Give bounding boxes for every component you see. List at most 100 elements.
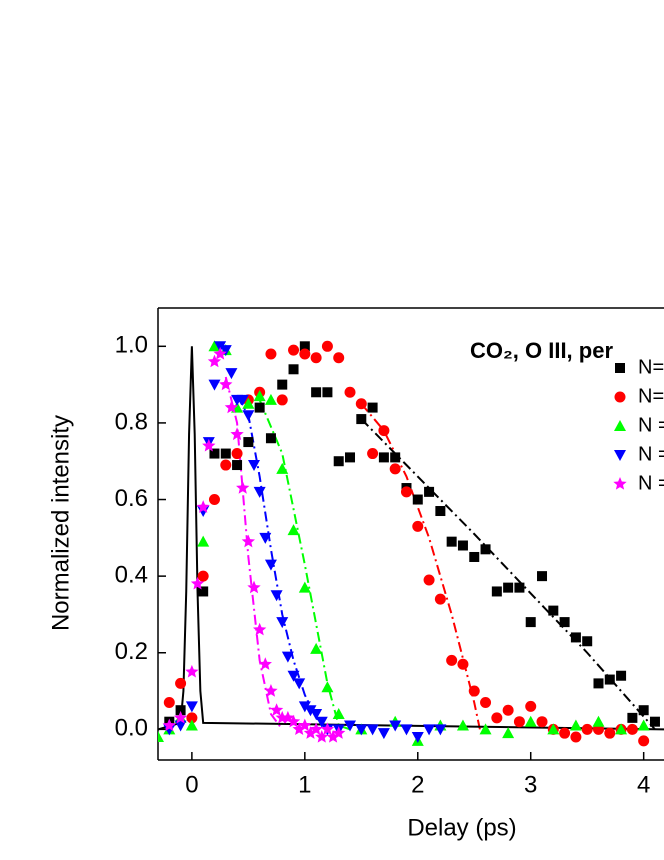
marker xyxy=(378,452,389,463)
marker xyxy=(230,427,244,441)
marker xyxy=(604,674,615,685)
marker xyxy=(332,708,345,720)
marker xyxy=(281,651,294,663)
marker xyxy=(269,703,284,716)
marker xyxy=(292,722,306,736)
marker xyxy=(242,410,255,422)
marker xyxy=(270,590,283,602)
fit-line xyxy=(158,346,664,731)
marker xyxy=(503,582,514,593)
marker xyxy=(480,544,491,555)
marker xyxy=(367,448,379,460)
marker xyxy=(378,425,390,437)
marker xyxy=(276,617,289,629)
marker xyxy=(232,460,243,471)
marker xyxy=(581,723,593,735)
marker xyxy=(457,540,468,551)
marker xyxy=(276,462,289,474)
marker xyxy=(434,593,446,605)
marker xyxy=(158,731,164,743)
marker xyxy=(264,684,278,697)
marker xyxy=(479,723,492,735)
marker xyxy=(502,727,515,739)
marker xyxy=(491,586,502,597)
marker xyxy=(333,456,344,467)
marker xyxy=(224,400,239,414)
marker xyxy=(525,700,537,712)
x-tick-label: 3 xyxy=(524,771,537,798)
marker xyxy=(197,570,209,582)
fit-line xyxy=(224,376,284,730)
marker xyxy=(315,730,329,743)
marker xyxy=(264,559,277,571)
legend-marker xyxy=(614,420,626,431)
marker xyxy=(198,586,209,597)
marker xyxy=(162,718,176,732)
marker xyxy=(491,712,503,724)
chart-title: CO₂, O III, per xyxy=(470,338,613,363)
marker xyxy=(626,723,638,735)
marker xyxy=(547,723,560,735)
marker xyxy=(196,500,210,513)
marker xyxy=(570,632,581,643)
marker xyxy=(389,463,401,475)
marker xyxy=(265,433,276,444)
marker xyxy=(525,617,536,628)
marker xyxy=(582,636,593,647)
x-axis-label: Delay (ps) xyxy=(407,814,516,841)
marker xyxy=(333,352,345,364)
marker xyxy=(593,678,604,689)
marker xyxy=(286,714,301,728)
marker xyxy=(446,654,458,666)
y-tick-label: 1.0 xyxy=(115,332,148,359)
legend-marker xyxy=(615,363,625,373)
marker xyxy=(377,728,390,740)
marker xyxy=(502,704,514,716)
marker xyxy=(220,459,232,471)
marker xyxy=(265,348,277,360)
y-axis-label: Normalized intensity xyxy=(47,415,74,631)
marker xyxy=(344,386,356,398)
marker xyxy=(175,705,186,716)
marker xyxy=(355,724,368,736)
marker xyxy=(332,726,346,739)
marker xyxy=(411,732,424,744)
marker xyxy=(258,657,272,670)
legend-label: N= xyxy=(638,356,664,378)
marker xyxy=(390,452,401,463)
marker xyxy=(243,437,254,448)
marker xyxy=(355,398,367,410)
marker xyxy=(389,720,402,732)
y-tick-label: 0.0 xyxy=(115,715,148,742)
marker xyxy=(247,580,261,594)
plot-area xyxy=(158,340,664,747)
marker xyxy=(322,387,333,398)
marker xyxy=(259,532,272,544)
marker xyxy=(400,486,412,498)
marker xyxy=(513,716,525,728)
legend-marker xyxy=(613,477,627,490)
marker xyxy=(241,534,256,548)
marker xyxy=(310,352,322,364)
legend-label: N = xyxy=(638,414,664,436)
marker xyxy=(253,486,266,498)
marker xyxy=(548,605,559,616)
marker xyxy=(303,726,318,739)
marker xyxy=(287,670,300,682)
marker xyxy=(423,574,435,586)
x-tick-label: 1 xyxy=(298,771,311,798)
marker xyxy=(197,535,210,547)
marker xyxy=(299,348,311,360)
marker xyxy=(615,723,628,735)
y-tick-label: 0.8 xyxy=(115,408,148,435)
marker xyxy=(321,681,334,693)
marker xyxy=(311,387,322,398)
marker xyxy=(309,722,323,736)
marker xyxy=(277,379,288,390)
marker xyxy=(163,697,175,709)
marker xyxy=(569,719,582,731)
marker xyxy=(304,705,317,717)
marker xyxy=(288,344,300,356)
marker xyxy=(287,524,300,536)
